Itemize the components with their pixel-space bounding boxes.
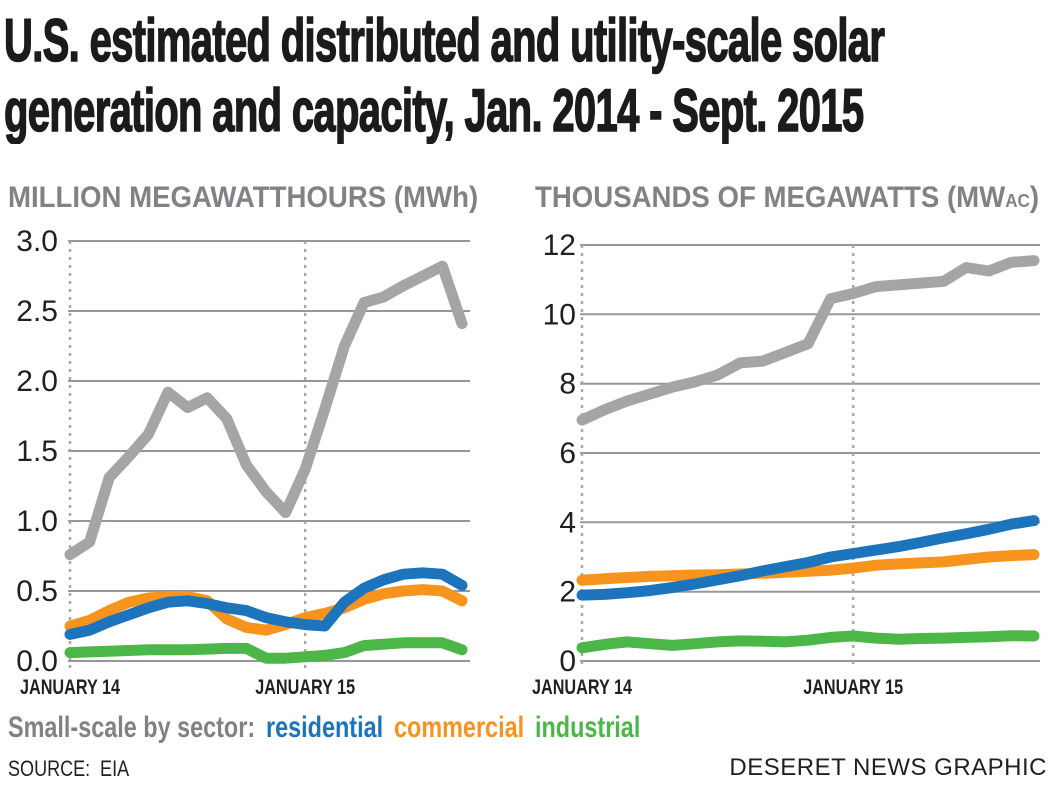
source-line: SOURCE: EIA xyxy=(8,756,156,782)
credit-line: DESERET NEWS GRAPHIC xyxy=(729,754,1047,781)
series-line-utility-scale xyxy=(64,260,468,561)
x-axis-label: JANUARY 15 xyxy=(803,676,903,699)
source-value: EIA xyxy=(100,756,130,781)
y-tick-label: 0.5 xyxy=(16,575,58,608)
right-chart-axis-title: THOUSANDS OF MEGAWATTS (MWAC) xyxy=(535,181,1055,215)
right-axis-title-text: THOUSANDS OF MEGAWATTS (MW xyxy=(535,181,1006,214)
right-axis-title-close: ) xyxy=(1029,181,1040,214)
y-tick-label: 1.0 xyxy=(16,505,58,538)
legend-item-industrial: industrial xyxy=(535,711,641,744)
y-tick-label: 1.5 xyxy=(16,435,58,468)
y-tick-label: 0 xyxy=(559,645,576,678)
y-tick-label: 2.5 xyxy=(16,295,58,328)
page-title-line-1: U.S. estimated distributed and utility-s… xyxy=(3,6,885,75)
right-axis-title-sub: AC xyxy=(1005,190,1030,211)
page-title: U.S. estimated distributed and utility-s… xyxy=(3,6,1055,146)
y-tick-label: 2 xyxy=(559,576,576,609)
x-axis-label: JANUARY 14 xyxy=(20,676,120,699)
y-tick-label: 6 xyxy=(559,437,576,470)
y-tick-label: 4 xyxy=(559,506,576,539)
y-tick-label: 12 xyxy=(543,229,576,262)
series-line-industrial xyxy=(64,637,468,664)
x-axis-label: JANUARY 14 xyxy=(532,676,632,699)
series-line-industrial xyxy=(576,630,1040,654)
x-axis-label: JANUARY 15 xyxy=(255,676,355,699)
left-axis-title-text: MILLION MEGAWATTHOURS (MWh) xyxy=(8,181,479,214)
legend-prefix: Small-scale by sector: xyxy=(8,711,256,744)
y-tick-label: 2.0 xyxy=(16,365,58,398)
legend-item-commercial: commercial xyxy=(394,711,525,744)
source-label: SOURCE: xyxy=(8,756,91,781)
left-chart-axis-title: MILLION MEGAWATTHOURS (MWh) xyxy=(8,181,519,215)
series-line-commercial xyxy=(64,584,468,636)
series-line-residential xyxy=(64,567,468,640)
legend-item-residential: residential xyxy=(266,711,384,744)
y-tick-label: 3.0 xyxy=(16,225,58,258)
legend: Small-scale by sector: residential commerc… xyxy=(8,711,833,745)
y-tick-label: 8 xyxy=(559,368,576,401)
y-tick-label: 10 xyxy=(543,298,576,331)
series-line-residential xyxy=(576,515,1040,601)
page-title-line-2: generation and capacity, Jan. 2014 - Sep… xyxy=(3,76,864,145)
series-line-utility-scale xyxy=(576,255,1040,426)
series-line-commercial xyxy=(576,549,1040,586)
y-tick-label: 0.0 xyxy=(16,645,58,678)
